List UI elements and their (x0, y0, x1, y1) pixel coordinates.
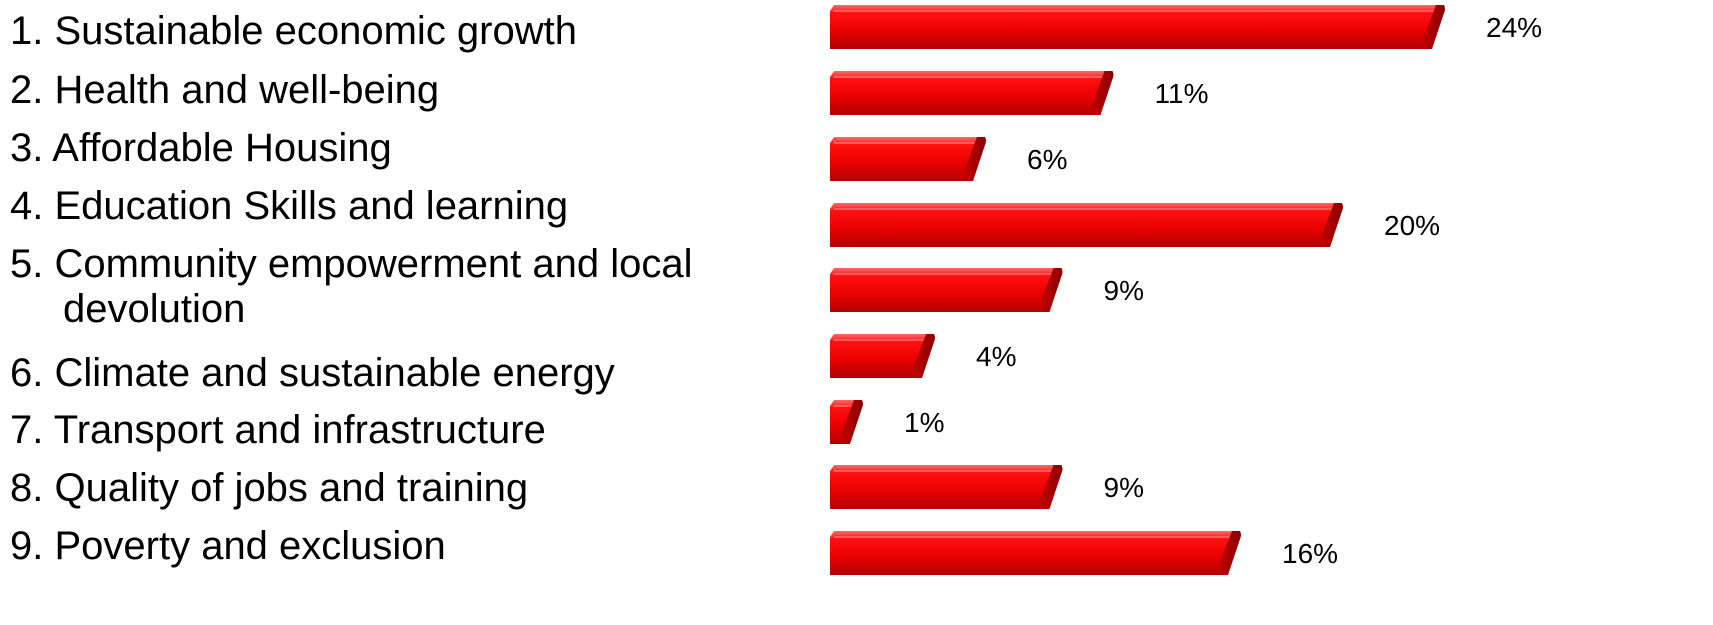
category-label: 3. Affordable Housing (10, 126, 392, 170)
bar (830, 71, 1114, 115)
bar (830, 465, 1063, 509)
category-label: 4. Education Skills and learning (10, 184, 568, 228)
value-label: 6% (1027, 144, 1067, 175)
bar-body (830, 465, 1060, 509)
bar (830, 268, 1063, 312)
category-label: 6. Climate and sustainable energy (10, 351, 615, 395)
bar-cap (913, 334, 935, 378)
bar-body (830, 334, 932, 378)
category-label: 5. Community empowerment and local devolu… (10, 242, 693, 331)
bar-body (830, 203, 1340, 247)
bar (830, 400, 863, 444)
bars (830, 5, 1445, 575)
bar (830, 531, 1241, 575)
value-label: 16% (1282, 538, 1338, 569)
bar (830, 137, 986, 181)
bar-body (830, 5, 1442, 49)
bar-cap (841, 400, 863, 444)
value-label: 9% (1104, 472, 1144, 503)
value-label: 24% (1486, 12, 1542, 43)
bar-body (830, 531, 1238, 575)
value-label: 9% (1104, 275, 1144, 306)
bar (830, 203, 1343, 247)
bar-cap (1219, 531, 1241, 575)
category-label: 1. Sustainable economic growth (10, 9, 577, 53)
category-label: 7. Transport and infrastructure (10, 408, 546, 452)
bar-cap (1040, 268, 1063, 312)
bar-body (830, 137, 983, 181)
bar (830, 334, 935, 378)
value-label: 1% (904, 407, 944, 438)
category-label: 2. Health and well-being (10, 68, 439, 112)
bar (830, 5, 1445, 49)
category-label: 9. Poverty and exclusion (10, 524, 446, 568)
value-label: 4% (976, 341, 1016, 372)
bar-body (830, 71, 1111, 115)
bar-cap (1040, 465, 1063, 509)
category-labels: 1. Sustainable economic growth 2. Health … (10, 9, 693, 568)
value-label: 11% (1155, 78, 1209, 109)
bar-body (830, 268, 1060, 312)
bar-cap (964, 137, 986, 181)
bar-cap (1321, 203, 1343, 247)
value-labels: 24% 11% 6% 20% 9% 4% 1% 9% 16% (904, 12, 1542, 569)
category-label: 8. Quality of jobs and training (10, 466, 528, 510)
bar-cap (1091, 71, 1114, 115)
value-label: 20% (1384, 210, 1440, 241)
bar-cap (1423, 5, 1445, 49)
